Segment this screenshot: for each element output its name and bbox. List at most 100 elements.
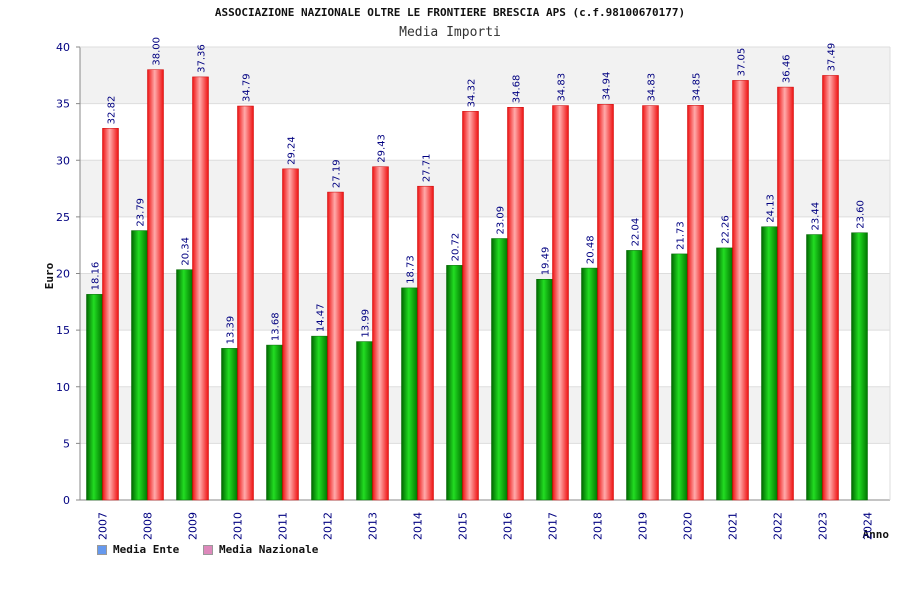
bar-media-ente-2008	[131, 230, 148, 501]
bar-media-ente-2013	[356, 341, 373, 501]
x-tick-label: 2016	[502, 512, 515, 540]
x-tick-label: 2015	[457, 512, 470, 540]
x-tick-label: 2009	[187, 512, 200, 540]
bar-media-ente-2024	[851, 232, 868, 501]
bar-media-ente-2017	[536, 279, 553, 501]
data-label-media-nazionale-2015: 34.32	[467, 79, 478, 108]
bar-media-ente-2010	[221, 348, 238, 501]
y-tick-label: 30	[56, 154, 70, 167]
legend-swatch-media-nazionale	[203, 544, 213, 555]
bar-media-nazionale-2015	[462, 111, 479, 501]
data-label-media-nazionale-2016: 34.68	[512, 75, 523, 104]
x-tick-label: 2013	[367, 512, 380, 540]
x-tick-label: 2008	[142, 512, 155, 540]
plot-band	[80, 103, 890, 161]
data-label-media-ente-2024: 23.60	[856, 200, 867, 229]
data-label-media-ente-2017: 19.49	[541, 247, 552, 276]
data-label-media-nazionale-2020: 34.85	[692, 73, 703, 102]
bar-media-nazionale-2016	[507, 106, 524, 501]
bar-media-ente-2022	[761, 226, 778, 501]
x-tick-label: 2010	[232, 512, 245, 540]
data-label-media-nazionale-2019: 34.83	[647, 73, 658, 102]
legend-item-media-nazionale: Media Nazionale	[203, 543, 318, 556]
bar-media-nazionale-2020	[687, 105, 704, 501]
chart-subtitle: Media Importi	[399, 25, 501, 40]
x-tick-label: 2017	[547, 512, 560, 540]
bar-media-nazionale-2013	[372, 166, 389, 501]
data-label-media-nazionale-2021: 37.05	[737, 48, 748, 77]
bar-media-nazionale-2019	[642, 105, 659, 501]
x-tick-label: 2007	[97, 512, 110, 540]
bar-media-ente-2023	[806, 234, 823, 501]
data-label-media-ente-2014: 18.73	[406, 255, 417, 284]
plot-band	[80, 47, 890, 104]
y-tick-label: 0	[63, 494, 70, 507]
data-label-media-nazionale-2010: 34.79	[242, 73, 253, 102]
bar-media-ente-2012	[311, 335, 328, 501]
bar-media-nazionale-2017	[552, 105, 569, 501]
bar-media-nazionale-2011	[282, 168, 299, 501]
bar-media-nazionale-2014	[417, 185, 434, 501]
data-label-media-ente-2020: 21.73	[676, 221, 687, 250]
x-tick-label: 2024	[862, 512, 875, 540]
chart-title: ASSOCIAZIONE NAZIONALE OLTRE LE FRONTIER…	[214, 6, 686, 19]
y-tick-label: 40	[56, 41, 70, 54]
data-label-media-ente-2016: 23.09	[496, 206, 507, 235]
bar-media-nazionale-2009	[192, 76, 209, 501]
data-label-media-ente-2015: 20.72	[451, 233, 462, 262]
data-label-media-nazionale-2017: 34.83	[557, 73, 568, 102]
y-tick-label: 20	[56, 268, 70, 281]
bar-media-ente-2011	[266, 344, 283, 501]
data-label-media-ente-2007: 18.16	[91, 262, 102, 291]
bar-media-ente-2021	[716, 247, 733, 501]
data-label-media-nazionale-2012: 27.19	[332, 159, 343, 188]
legend-swatch-media-ente	[97, 544, 107, 555]
x-tick-label: 2020	[682, 512, 695, 540]
data-label-media-ente-2013: 13.99	[361, 309, 372, 338]
bar-media-nazionale-2010	[237, 105, 254, 501]
y-tick-label: 35	[56, 98, 70, 111]
bar-media-nazionale-2007	[102, 128, 119, 501]
x-tick-label: 2022	[772, 512, 785, 540]
bar-media-nazionale-2023	[822, 75, 839, 501]
bar-media-ente-2019	[626, 250, 643, 501]
bar-media-nazionale-2018	[597, 104, 614, 501]
bar-media-ente-2016	[491, 238, 508, 501]
bar-media-ente-2020	[671, 253, 688, 501]
y-tick-label: 10	[56, 381, 70, 394]
data-label-media-ente-2022: 24.13	[766, 194, 777, 223]
legend-item-media-ente: Media Ente	[97, 543, 179, 556]
data-label-media-ente-2018: 20.48	[586, 235, 597, 264]
data-label-media-nazionale-2023: 37.49	[827, 43, 838, 72]
plot-band	[80, 216, 890, 274]
legend-label-media-ente: Media Ente	[113, 543, 180, 556]
x-tick-label: 2012	[322, 512, 335, 540]
bar-media-ente-2009	[176, 269, 193, 501]
data-label-media-ente-2019: 22.04	[631, 218, 642, 247]
plot-band	[80, 443, 890, 500]
data-label-media-ente-2012: 14.47	[316, 303, 327, 332]
data-label-media-nazionale-2013: 29.43	[377, 134, 388, 163]
data-label-media-ente-2010: 13.39	[226, 316, 237, 345]
bar-media-nazionale-2022	[777, 86, 794, 501]
data-label-media-nazionale-2022: 36.46	[782, 54, 793, 83]
plot-band	[80, 330, 890, 387]
x-tick-label: 2018	[592, 512, 605, 540]
plot-band	[80, 273, 890, 331]
bar-media-nazionale-2021	[732, 80, 749, 501]
y-axis-label: Euro	[43, 262, 56, 289]
x-tick-label: 2021	[727, 512, 740, 540]
x-tick-label: 2011	[277, 512, 290, 540]
x-axis-label: Anno	[863, 528, 890, 541]
bar-media-ente-2007	[86, 294, 103, 501]
bar-media-ente-2014	[401, 287, 418, 501]
legend-label-media-nazionale: Media Nazionale	[219, 543, 319, 556]
data-label-media-nazionale-2018: 34.94	[602, 72, 613, 101]
x-tick-label: 2023	[817, 512, 830, 540]
y-tick-label: 25	[56, 211, 70, 224]
bar-media-nazionale-2012	[327, 191, 344, 501]
plot-band	[80, 160, 890, 217]
data-label-media-ente-2021: 22.26	[721, 215, 732, 244]
data-label-media-nazionale-2007: 32.82	[107, 96, 118, 125]
